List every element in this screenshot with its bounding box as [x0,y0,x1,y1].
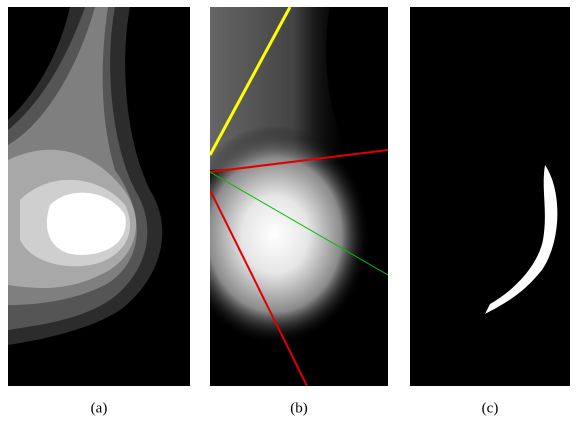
figure: (a) (b) (c) [0,0,580,423]
panel-c [410,7,570,386]
panel-b [180,7,388,386]
breast-tissue [180,125,370,345]
caption: (a) [91,400,108,416]
panel-a [8,7,190,386]
caption: (c) [482,400,499,416]
page: (a) (b) (c) (() => { const data = JSON.p… [0,0,580,423]
caption: (b) [290,400,308,416]
